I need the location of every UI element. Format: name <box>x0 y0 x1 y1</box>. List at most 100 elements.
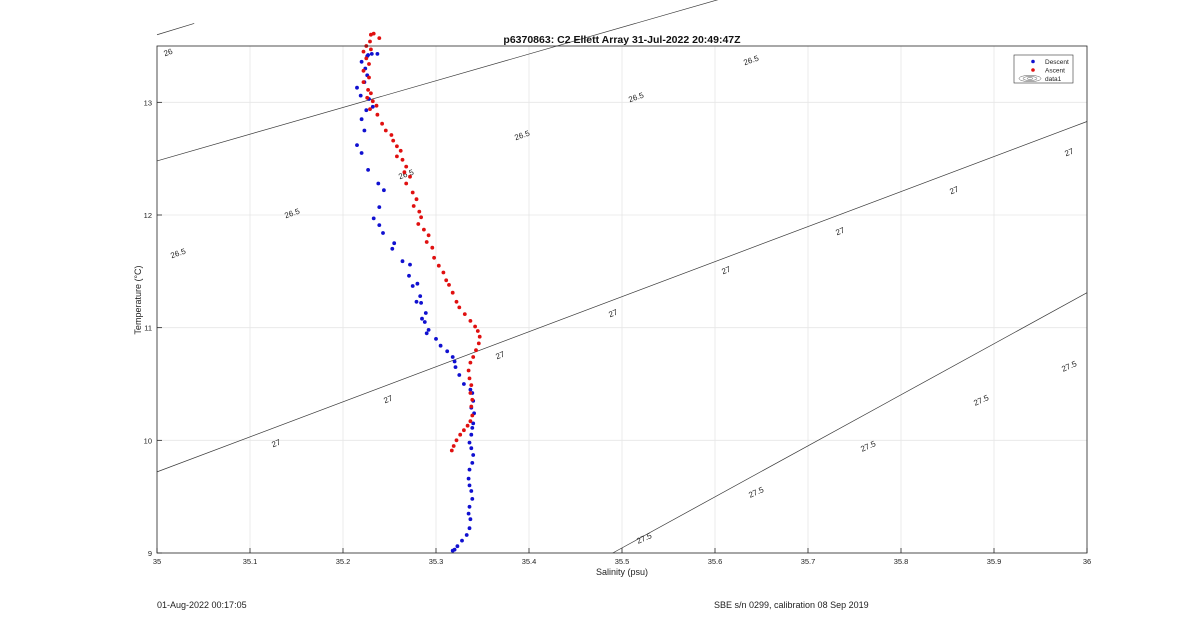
data-point-descent <box>450 355 455 359</box>
data-point-descent <box>400 259 405 264</box>
data-point-ascent <box>400 157 405 162</box>
x-tick-label: 35.8 <box>894 557 909 566</box>
data-point-descent <box>355 85 359 90</box>
x-tick-label: 35.1 <box>243 557 258 566</box>
data-point-ascent <box>368 39 372 44</box>
data-point-descent <box>370 104 375 109</box>
x-tick-label: 35.6 <box>708 557 723 566</box>
data-point-descent <box>408 262 412 267</box>
data-point-ascent <box>369 91 373 96</box>
data-point-descent <box>382 188 386 193</box>
footer-timestamp: 01-Aug-2022 00:17:05 <box>157 600 247 610</box>
data-point-ascent <box>467 376 472 381</box>
data-point-descent <box>464 533 469 537</box>
data-point-descent <box>415 281 420 286</box>
legend-marker-ascent <box>1031 68 1035 72</box>
data-series <box>355 31 482 553</box>
legend-entry-ascent: Ascent <box>1045 68 1065 75</box>
contour-label: 27 <box>720 265 732 277</box>
data-point-ascent <box>471 355 476 359</box>
data-point-ascent <box>411 204 416 208</box>
data-point-descent <box>359 59 364 64</box>
data-point-descent <box>455 544 460 549</box>
y-tick-label: 13 <box>144 98 152 107</box>
data-point-descent <box>358 93 363 98</box>
legend: Descent Ascent data1 <box>1013 54 1074 84</box>
data-point-ascent <box>449 448 454 453</box>
data-point-ascent <box>470 413 475 418</box>
data-point-ascent <box>466 368 471 373</box>
x-tick-label: 35.9 <box>987 557 1002 566</box>
data-point-descent <box>419 301 423 305</box>
data-point-descent <box>467 467 472 472</box>
data-point-ascent <box>368 107 372 111</box>
data-point-ascent <box>444 278 449 283</box>
legend-marker-descent <box>1031 59 1035 64</box>
x-tick-label: 35.5 <box>615 557 630 566</box>
data-point-ascent <box>391 138 396 143</box>
footer-calibration: SBE s/n 0299, calibration 08 Sep 2019 <box>714 600 869 610</box>
data-point-descent <box>364 108 369 113</box>
data-point-ascent <box>422 227 426 232</box>
data-point-descent <box>434 337 438 341</box>
data-point-descent <box>377 223 382 228</box>
data-point-descent <box>366 168 370 172</box>
data-point-descent <box>470 461 475 465</box>
data-point-ascent <box>436 263 441 268</box>
data-point-descent <box>452 359 457 364</box>
data-point-descent <box>471 421 476 426</box>
data-point-ascent <box>447 283 451 287</box>
y-tick-label: 11 <box>144 324 152 333</box>
data-point-descent <box>445 349 450 354</box>
data-point-descent <box>450 548 455 553</box>
data-point-descent <box>392 241 397 246</box>
data-point-ascent <box>476 341 481 346</box>
data-point-ascent <box>374 103 379 108</box>
data-point-descent <box>468 387 473 392</box>
data-point-descent <box>414 299 419 304</box>
contour-label: 27 <box>270 438 282 450</box>
data-point-descent <box>466 511 471 516</box>
data-point-ascent <box>468 360 473 365</box>
legend-entry-descent: Descent <box>1045 59 1069 66</box>
data-point-ascent <box>475 329 480 333</box>
data-point-ascent <box>474 348 478 353</box>
contour-label: 26 <box>162 47 174 59</box>
data-point-descent <box>457 373 462 377</box>
y-tick-label: 12 <box>144 211 152 220</box>
contour-line <box>156 23 195 36</box>
data-point-ascent <box>462 312 467 316</box>
data-point-ascent <box>367 75 371 80</box>
y-tick-label: 10 <box>144 436 152 445</box>
data-point-ascent <box>380 121 384 126</box>
data-point-ascent <box>432 255 436 260</box>
legend-entry-data1: data1 <box>1045 76 1062 83</box>
contour-label: 27 <box>1063 147 1075 159</box>
data-point-descent <box>471 453 476 457</box>
data-point-descent <box>381 231 385 235</box>
data-point-descent <box>410 284 415 288</box>
data-point-ascent <box>389 133 394 137</box>
data-point-ascent <box>361 49 366 54</box>
data-point-descent <box>467 504 472 509</box>
data-point-descent <box>355 143 359 148</box>
data-point-ascent <box>451 444 456 448</box>
x-tick-label: 36 <box>1083 557 1091 566</box>
data-point-ascent <box>414 197 419 202</box>
data-point-ascent <box>462 428 466 433</box>
data-point-ascent <box>419 215 423 220</box>
data-point-ascent <box>473 324 477 329</box>
data-point-ascent <box>369 47 373 52</box>
data-point-descent <box>407 273 411 278</box>
data-point-ascent <box>377 36 382 40</box>
data-point-ascent <box>408 174 412 179</box>
legend-box <box>1013 54 1074 84</box>
data-point-descent <box>359 151 364 155</box>
y-tick-label: 9 <box>148 549 152 558</box>
data-point-descent <box>371 216 376 221</box>
data-point-descent <box>469 432 474 437</box>
x-tick-label: 35.2 <box>336 557 351 566</box>
data-point-ascent <box>457 305 462 310</box>
data-point-descent <box>467 526 472 531</box>
